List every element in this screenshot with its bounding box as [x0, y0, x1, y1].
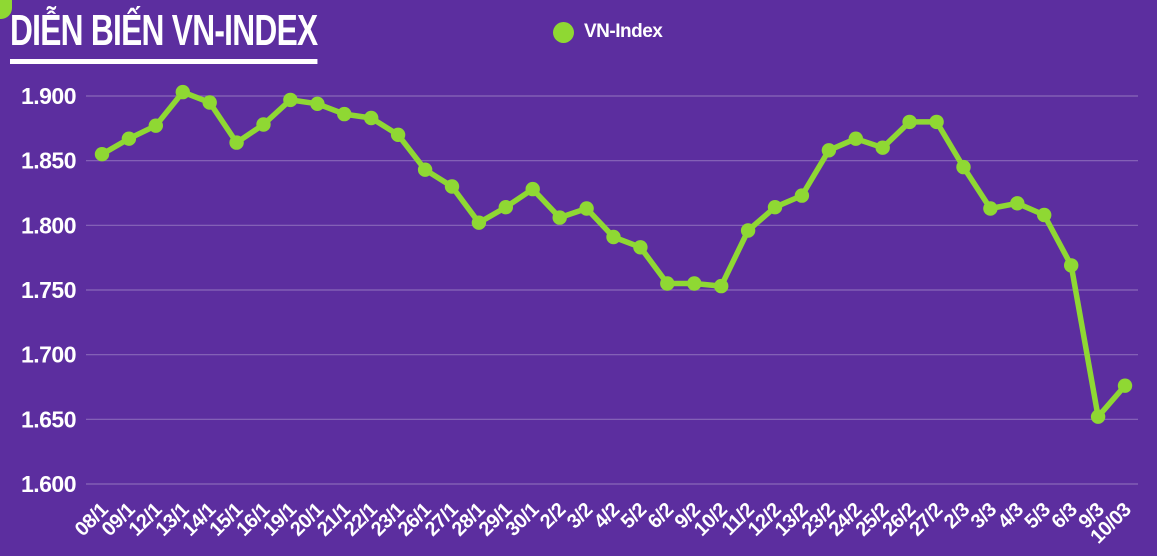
data-point-marker [902, 114, 917, 130]
data-point-marker [256, 117, 271, 132]
data-point-marker [714, 278, 729, 294]
data-point-marker [498, 200, 513, 215]
data-point-marker [848, 131, 863, 146]
data-point-marker [579, 201, 594, 216]
data-point-marker [121, 131, 137, 146]
data-point-marker [956, 159, 971, 175]
y-tick-label: 1.850 [21, 148, 76, 174]
page-title-text: DIỄN BIẾN VN-INDEX [10, 6, 318, 64]
data-point-marker [202, 95, 217, 110]
data-point-marker [310, 96, 325, 112]
data-point-marker [794, 188, 810, 203]
data-point-marker [390, 127, 406, 142]
data-point-marker [767, 200, 783, 215]
data-point-marker [444, 179, 460, 194]
data-point-marker [633, 240, 648, 255]
data-point-marker [875, 140, 890, 155]
data-point-marker [1064, 258, 1079, 273]
corner-accent-shape [0, 0, 12, 19]
series-line [99, 89, 1128, 420]
data-point-marker [94, 147, 110, 162]
data-point-marker [337, 106, 352, 122]
data-point-marker [471, 215, 487, 230]
data-point-marker [283, 92, 298, 108]
data-point-marker [148, 118, 163, 133]
y-tick-label: 1.900 [21, 83, 76, 109]
data-point-marker [417, 162, 433, 177]
data-point-marker [687, 276, 702, 291]
data-point-marker [364, 110, 379, 126]
data-point-marker [1010, 196, 1025, 211]
data-point-marker [929, 114, 944, 130]
data-point-marker [660, 276, 675, 291]
y-tick-label: 1.750 [21, 277, 76, 303]
data-point-marker [606, 229, 621, 245]
legend-series-dot-icon [553, 21, 574, 43]
data-point-marker [1037, 207, 1052, 223]
data-point-marker [821, 143, 837, 158]
data-point-marker [525, 181, 540, 197]
data-point-marker [1117, 378, 1133, 393]
y-tick-label: 1.800 [21, 212, 76, 238]
y-tick-label: 1.600 [21, 471, 76, 497]
data-point-marker [552, 210, 567, 225]
data-point-marker [1090, 409, 1106, 424]
legend-series-label: VN-Index [584, 21, 663, 42]
data-point-marker [983, 201, 998, 216]
data-point-marker [229, 135, 244, 150]
data-point-marker [740, 223, 756, 238]
legend: VN-Index [553, 21, 663, 43]
page-title: DIỄN BIẾN VN-INDEX [10, 6, 318, 64]
y-tick-label: 1.700 [21, 342, 76, 368]
data-point-marker [175, 84, 190, 100]
y-tick-label: 1.650 [21, 406, 76, 432]
